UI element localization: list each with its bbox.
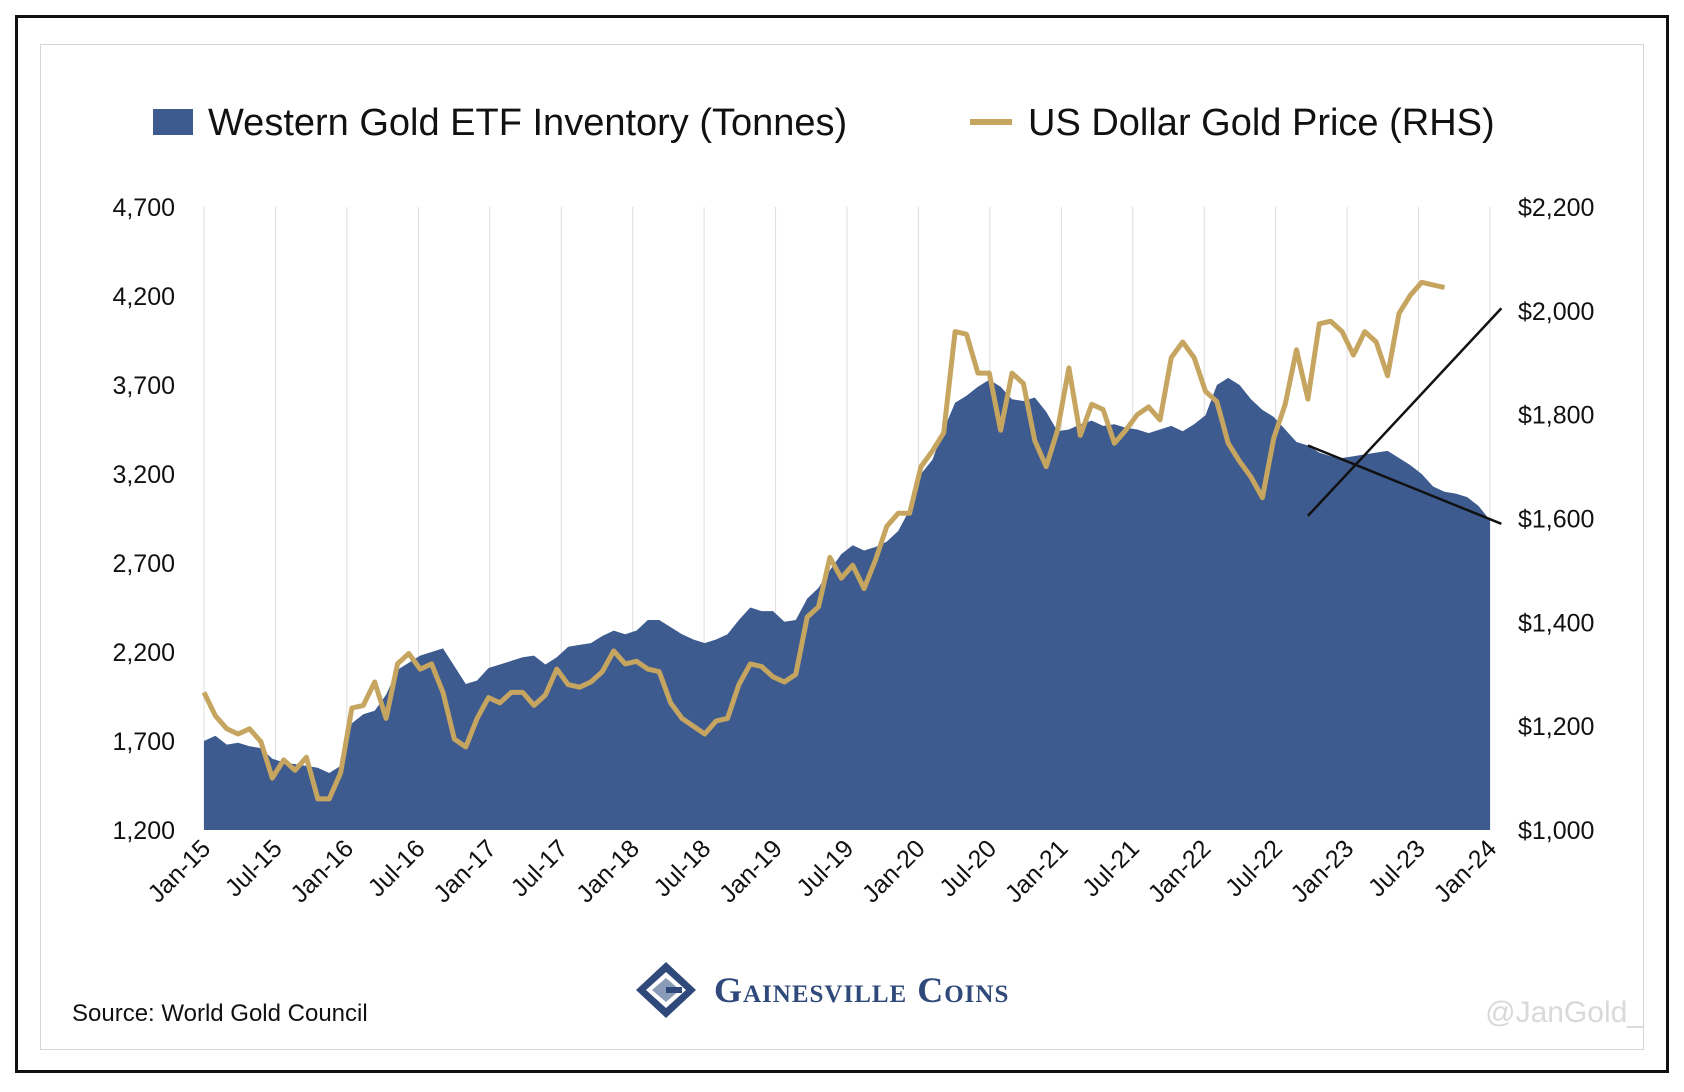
etf-inventory-area <box>204 377 1490 830</box>
outer-frame <box>15 15 1669 1073</box>
x-axis-tick-label: Jan-19 <box>714 834 788 908</box>
left-axis-tick-label: 3,700 <box>112 372 175 400</box>
x-axis-tick-label: Jul-23 <box>1363 834 1431 902</box>
left-axis-tick-label: 2,700 <box>112 550 175 578</box>
x-axis-tick-label: Jan-16 <box>285 834 359 908</box>
left-axis-tick-label: 4,200 <box>112 283 175 311</box>
gold-price-line-layer <box>201 279 1446 802</box>
gainesville-g-logo-icon <box>636 962 696 1018</box>
x-axis-tick-label: Jul-20 <box>934 834 1002 902</box>
left-axis-ticks: 1,200 1,700 2,200 2,700 3,200 3,700 4,200 4,700 <box>112 194 175 845</box>
x-axis-tick-label: Jan-15 <box>142 834 216 908</box>
chart-panel <box>40 44 1644 1050</box>
left-axis-tick-label: 1,700 <box>112 728 175 756</box>
x-axis-tick-label: Jan-18 <box>571 834 645 908</box>
right-axis-tick-label: $2,200 <box>1518 194 1594 222</box>
trendline-right <box>1306 307 1503 517</box>
right-axis-tick-label: $1,200 <box>1518 713 1594 741</box>
right-axis-tick-label: $1,800 <box>1518 402 1594 430</box>
x-axis-tick-label: Jan-22 <box>1143 834 1217 908</box>
left-axis-tick-label: 4,700 <box>112 194 175 222</box>
source-note: Source: World Gold Council <box>72 1000 368 1027</box>
x-axis-tick-label: Jan-17 <box>428 834 502 908</box>
right-axis-ticks: $1,000 $1,200 $1,400 $1,600 $1,800 $2,000 $2,2… <box>1518 194 1594 845</box>
legend-swatch-etf-inventory <box>153 109 193 135</box>
logo-wordmark: Gainesville Coins <box>714 970 1010 1010</box>
trendlines-layer <box>1306 307 1503 525</box>
x-axis-tick-label: Jul-15 <box>220 834 288 902</box>
legend-label-etf-inventory: Western Gold ETF Inventory (Tonnes) <box>208 102 847 144</box>
left-axis-tick-label: 3,200 <box>112 461 175 489</box>
x-axis-tick-label: Jan-21 <box>1000 834 1074 908</box>
trendline-left <box>1307 444 1502 525</box>
gold-price-line <box>201 279 1446 802</box>
legend-label-gold-price: US Dollar Gold Price (RHS) <box>1028 102 1495 144</box>
x-axis-tick-label: Jul-17 <box>506 834 574 902</box>
left-axis-tick-label: 1,200 <box>112 817 175 845</box>
left-axis-tick-label: 2,200 <box>112 639 175 667</box>
x-axis-tick-label: Jan-23 <box>1285 834 1359 908</box>
x-axis-tick-label: Jan-20 <box>857 834 931 908</box>
watermark: @JanGold_ <box>1485 996 1644 1029</box>
right-axis-tick-label: $1,600 <box>1518 506 1594 534</box>
x-axis-tick-label: Jan-24 <box>1428 834 1502 908</box>
x-axis-tick-label: Jul-18 <box>648 834 716 902</box>
right-axis-tick-label: $1,000 <box>1518 817 1594 845</box>
legend: Western Gold ETF Inventory (Tonnes) US D… <box>153 102 1495 144</box>
x-axis-tick-label: Jul-22 <box>1220 834 1288 902</box>
right-axis-tick-label: $1,400 <box>1518 609 1594 637</box>
x-axis-tick-label: Jul-21 <box>1077 834 1145 902</box>
right-axis-tick-label: $2,000 <box>1518 298 1594 326</box>
x-axis-tick-label: Jul-16 <box>363 834 431 902</box>
etf-inventory-area-layer <box>204 377 1490 830</box>
x-axis-tick-label: Jul-19 <box>791 834 859 902</box>
gainesville-coins-logo: Gainesville Coins <box>634 960 1009 1020</box>
